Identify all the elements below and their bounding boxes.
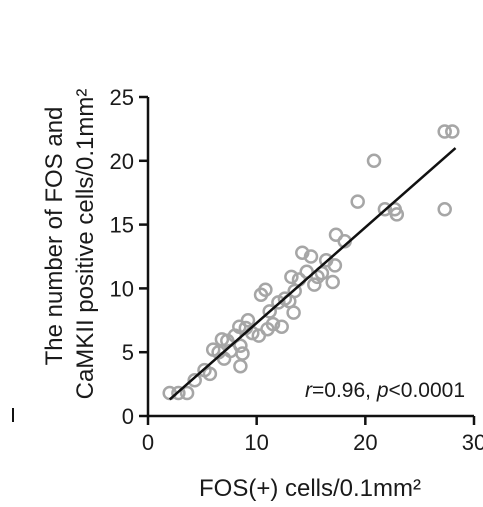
scatter-point bbox=[274, 319, 289, 334]
scatter-point bbox=[303, 249, 319, 264]
scatter-point bbox=[350, 194, 365, 209]
scatter-point bbox=[389, 207, 405, 222]
y-axis-title-line-2: CaMKII positive cells/0.1mm² bbox=[72, 89, 99, 400]
y-tick-label: 5 bbox=[122, 340, 134, 365]
x-tick-label: 0 bbox=[142, 430, 154, 455]
scatter-point bbox=[187, 373, 202, 388]
scatter-point bbox=[307, 277, 322, 292]
y-tick-label: 0 bbox=[122, 404, 134, 429]
scatter-point bbox=[262, 304, 277, 319]
scatter-point bbox=[171, 385, 186, 401]
scatter-point bbox=[202, 366, 218, 382]
x-tick-label: 10 bbox=[244, 430, 268, 455]
y-tick-label: 20 bbox=[110, 149, 134, 174]
y-tick-label: 10 bbox=[110, 276, 134, 301]
scatter-point bbox=[235, 346, 250, 361]
scatter-point bbox=[366, 153, 382, 169]
scatter-point bbox=[327, 258, 343, 273]
scatter-point bbox=[179, 385, 195, 401]
x-tick-label: 30 bbox=[462, 430, 483, 455]
y-tick-label: 15 bbox=[110, 213, 134, 238]
fit-line-group bbox=[168, 147, 457, 401]
scatter-point bbox=[265, 316, 281, 332]
scatter-point bbox=[286, 305, 301, 320]
annotation-stats: r=0.96, p<0.0001 bbox=[305, 379, 465, 402]
y-axis-title-line-1: The number of FOS and bbox=[41, 107, 68, 366]
scatter-point bbox=[258, 282, 273, 297]
scatter-point bbox=[437, 124, 452, 139]
regression-line bbox=[168, 147, 457, 401]
y-tick-label: 25 bbox=[110, 85, 134, 110]
scatter-point bbox=[233, 338, 248, 354]
axes: 0 10 20 30 0 5 10 15 20 25 bbox=[110, 85, 483, 455]
scatter-point bbox=[325, 274, 340, 290]
scatter-point bbox=[295, 245, 310, 260]
scatter-point bbox=[377, 202, 393, 217]
scatter-point bbox=[437, 202, 452, 217]
scatter-point bbox=[240, 313, 256, 328]
scatter-point bbox=[445, 124, 460, 139]
x-tick-label: 20 bbox=[353, 430, 377, 455]
x-axis-title: FOS(+) cells/0.1mm² bbox=[199, 475, 421, 502]
scatter-point bbox=[233, 358, 248, 374]
scatter-point bbox=[284, 269, 299, 285]
data-points bbox=[162, 124, 460, 401]
